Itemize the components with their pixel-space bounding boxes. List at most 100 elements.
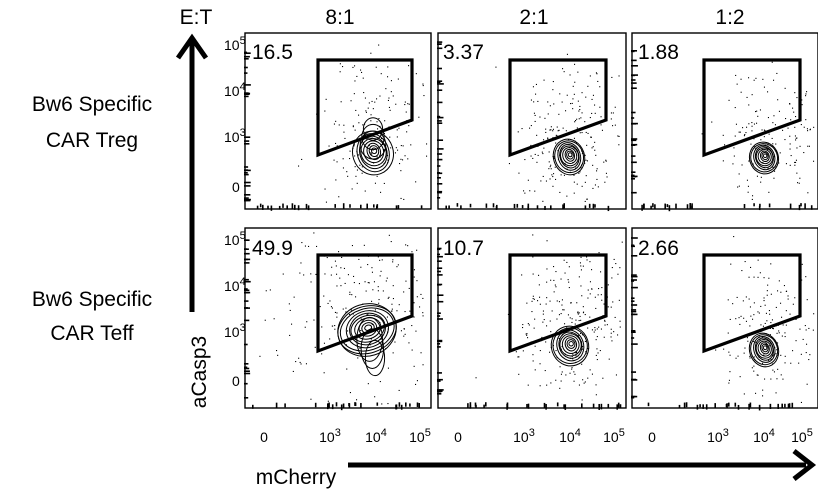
cell-event-dot [757, 115, 759, 117]
cell-event-dot [702, 310, 704, 312]
cell-event-dot [346, 311, 348, 313]
cell-event-dot [574, 81, 576, 83]
cell-event-dot [539, 116, 541, 118]
cell-event-dot [354, 155, 356, 157]
cell-event-dot [559, 366, 561, 368]
rug-mark [437, 253, 441, 256]
cell-event-dot [597, 186, 599, 188]
cell-event-dot [564, 272, 566, 274]
cell-event-dot [571, 368, 573, 370]
cell-event-dot [572, 162, 574, 164]
cell-event-dot [416, 249, 418, 251]
cell-event-dot [733, 236, 735, 238]
cell-event-dot [405, 111, 407, 113]
cell-event-dot [405, 244, 407, 246]
rug-mark [631, 82, 637, 84]
cell-event-dot [379, 381, 381, 383]
cell-event-dot [539, 296, 541, 298]
cell-event-dot [553, 157, 555, 159]
cell-event-dot [370, 338, 372, 340]
rug-mark [784, 403, 786, 408]
cell-event-dot [379, 275, 381, 277]
cell-event-dot [560, 373, 562, 375]
rug-mark [448, 205, 450, 210]
cell-event-dot [748, 123, 750, 125]
cell-event-dot [334, 311, 336, 313]
cell-event-dot [387, 162, 389, 164]
cell-event-dot [612, 125, 614, 127]
rug-mark [666, 204, 669, 208]
cell-event-dot [796, 172, 798, 174]
cell-event-dot [420, 293, 422, 295]
cell-event-dot [532, 273, 534, 275]
rug-mark [405, 402, 407, 407]
rug-mark [366, 203, 368, 209]
cell-event-dot [603, 161, 605, 163]
cell-event-dot [367, 383, 369, 385]
rug-mark [244, 289, 250, 292]
contour-line [361, 322, 375, 334]
cell-event-dot [411, 251, 413, 253]
cell-event-dot [393, 255, 395, 257]
cell-event-dot [773, 156, 775, 158]
cell-event-dot [774, 347, 776, 349]
cell-event-dot [379, 330, 381, 332]
cell-event-dot [377, 256, 379, 258]
contour-line [359, 130, 387, 160]
cell-event-dot [351, 245, 353, 247]
axis-rug-marks [244, 51, 423, 211]
cell-event-dot [581, 164, 583, 166]
cell-event-dot [591, 112, 593, 114]
rug-mark [641, 204, 643, 211]
cell-event-dot [813, 126, 815, 128]
cell-event-dot [383, 132, 385, 134]
cell-event-dot [798, 182, 800, 184]
cell-event-dot [753, 340, 755, 342]
cell-event-dot [747, 191, 749, 193]
rug-mark [270, 205, 273, 211]
cell-event-dot [742, 300, 744, 302]
cell-event-dot [619, 267, 621, 269]
cell-event-dot [813, 160, 815, 162]
cell-event-dot [575, 120, 577, 122]
rug-mark [475, 404, 477, 409]
cell-event-dot [613, 331, 615, 333]
cell-event-dot [618, 75, 620, 77]
rug-mark [334, 204, 336, 208]
rug-mark [810, 205, 813, 210]
cell-event-dot [555, 350, 557, 352]
cell-event-dot [515, 351, 517, 353]
cell-event-dot [812, 329, 814, 331]
cell-event-dot [581, 150, 583, 152]
cell-event-dot [805, 276, 807, 278]
cell-event-dot [599, 106, 601, 108]
contour-line [564, 337, 578, 352]
cell-event-dot [265, 290, 267, 292]
cell-event-dot [555, 286, 557, 288]
cell-event-dot [324, 188, 326, 190]
cell-event-dot [564, 135, 566, 137]
cell-event-dot [614, 106, 616, 108]
cell-event-dot [398, 127, 400, 129]
rug-mark [652, 203, 654, 208]
cell-event-dot [789, 135, 791, 137]
cell-event-dot [558, 129, 560, 131]
cell-event-dot [750, 315, 752, 317]
rug-mark [244, 166, 249, 168]
cell-event-dot [746, 337, 748, 339]
cell-event-dot [578, 320, 580, 322]
rug-mark [395, 404, 397, 410]
cell-event-dot [526, 302, 528, 304]
cell-event-dot [400, 330, 402, 332]
cell-event-dot [590, 136, 592, 138]
rug-mark [768, 203, 771, 208]
cell-event-dot [340, 267, 342, 269]
cell-event-dot [744, 335, 746, 337]
cell-event-dot [795, 137, 797, 139]
cell-event-dot [365, 138, 367, 140]
cell-event-dot [395, 147, 397, 149]
cell-event-dot [416, 296, 418, 298]
contour-line [566, 339, 576, 349]
cell-event-dot [370, 120, 372, 122]
rug-mark [699, 404, 701, 408]
